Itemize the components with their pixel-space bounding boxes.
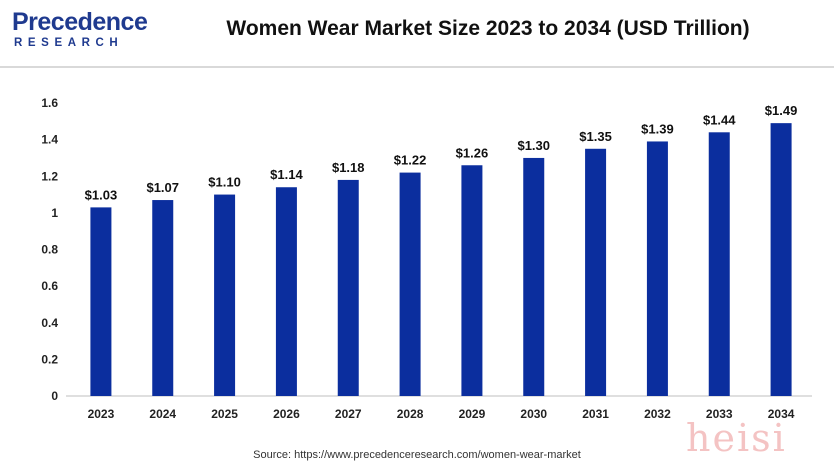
- x-tick-label: 2033: [706, 407, 733, 421]
- x-tick-label: 2027: [335, 407, 362, 421]
- data-label: $1.39: [641, 121, 674, 136]
- x-tick-label: 2028: [397, 407, 424, 421]
- data-label: $1.44: [703, 112, 736, 127]
- x-tick-label: 2032: [644, 407, 671, 421]
- x-tick-label: 2031: [582, 407, 609, 421]
- x-tick-label: 2025: [211, 407, 238, 421]
- y-tick-label: 1: [51, 206, 58, 220]
- source-text[interactable]: Source: https://www.precedenceresearch.c…: [253, 449, 581, 461]
- data-label: $1.14: [270, 167, 303, 182]
- data-label: $1.22: [394, 153, 427, 168]
- y-tick-label: 1.4: [41, 133, 58, 147]
- bar[interactable]: [152, 200, 174, 396]
- header: Precedence RESEARCH Women Wear Market Si…: [0, 0, 834, 68]
- y-tick-label: 0.6: [41, 279, 58, 293]
- data-label: $1.18: [332, 160, 365, 175]
- bar[interactable]: [214, 194, 236, 396]
- data-label: $1.30: [517, 138, 550, 153]
- x-tick-label: 2026: [273, 407, 300, 421]
- brand-name: Precedence: [12, 8, 148, 36]
- bar-chart: 0 0.2 0.4 0.6 0.8 1 1.2 1.4 1.6 $1.03 2023 $1.07 202…: [41, 96, 812, 421]
- bar[interactable]: [523, 157, 545, 396]
- y-tick-label: 0.2: [41, 352, 58, 366]
- y-tick-label: 0.4: [41, 316, 58, 330]
- data-label: $1.10: [208, 175, 241, 190]
- bar[interactable]: [399, 172, 421, 396]
- data-label: $1.03: [85, 187, 118, 202]
- data-label: $1.07: [146, 180, 179, 195]
- x-tick-label: 2029: [459, 407, 486, 421]
- x-tick-label: 2023: [88, 407, 115, 421]
- bar[interactable]: [708, 132, 730, 397]
- x-tick-label: 2024: [149, 407, 176, 421]
- y-tick-label: 1.2: [41, 169, 58, 183]
- y-tick-label: 1.6: [41, 96, 58, 110]
- data-label: $1.35: [579, 129, 612, 144]
- chart-title: Women Wear Market Size 2023 to 2034 (USD…: [226, 17, 750, 40]
- bar[interactable]: [461, 165, 483, 396]
- bar[interactable]: [337, 179, 359, 396]
- bar[interactable]: [275, 187, 297, 396]
- data-label: $1.26: [456, 145, 489, 160]
- x-tick-label: 2030: [520, 407, 547, 421]
- y-tick-label: 0.8: [41, 243, 58, 257]
- brand-logo[interactable]: Precedence RESEARCH: [12, 8, 152, 52]
- bar[interactable]: [646, 141, 668, 396]
- brand-subtitle: RESEARCH: [14, 37, 124, 49]
- x-tick-label: 2034: [768, 407, 795, 421]
- data-label: $1.49: [765, 103, 798, 118]
- bar[interactable]: [90, 207, 112, 396]
- watermark: heisi: [686, 416, 787, 460]
- bar[interactable]: [585, 148, 607, 396]
- bar[interactable]: [770, 123, 792, 397]
- y-tick-label: 0: [51, 389, 58, 403]
